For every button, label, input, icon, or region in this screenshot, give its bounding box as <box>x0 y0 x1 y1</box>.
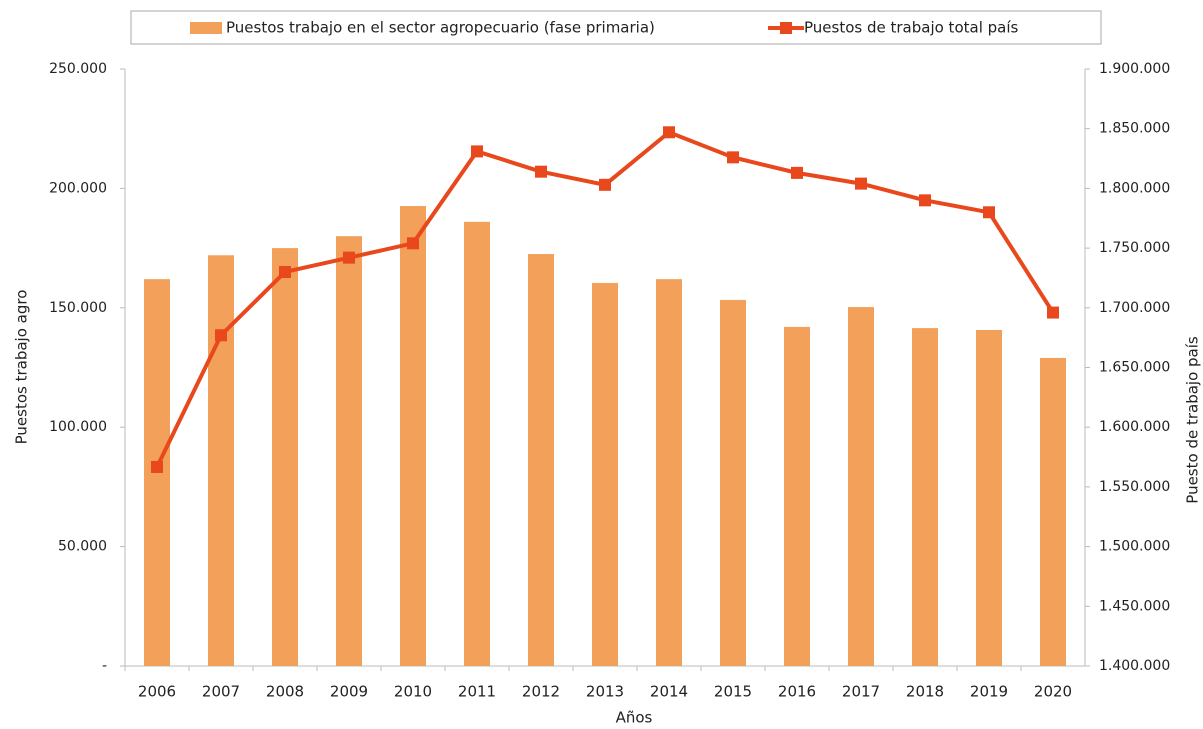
marker <box>1047 306 1059 319</box>
bar <box>464 221 490 666</box>
bar <box>592 282 618 666</box>
legend-swatch <box>190 22 222 34</box>
y2-tick-label: 1.800.000 <box>1099 180 1170 196</box>
bar <box>976 330 1002 666</box>
x-tick-label: 2007 <box>202 683 240 701</box>
legend-label: Puestos trabajo en el sector agropecuari… <box>226 19 655 37</box>
x-tick-label: 2017 <box>842 683 880 701</box>
marker <box>279 265 291 278</box>
bar <box>1040 357 1066 666</box>
marker <box>599 178 611 191</box>
x-tick-label: 2015 <box>714 683 752 701</box>
x-tick-label: 2012 <box>522 683 560 701</box>
y2-tick-label: 1.700.000 <box>1099 300 1170 316</box>
x-tick-label: 2011 <box>458 683 496 701</box>
y-tick-label: 200.000 <box>49 180 107 196</box>
marker <box>855 177 867 190</box>
y2-tick-label: 1.750.000 <box>1099 240 1170 256</box>
legend-label: Puestos de trabajo total país <box>804 19 1019 37</box>
marker <box>151 460 163 473</box>
y2-tick-label: 1.600.000 <box>1099 419 1170 435</box>
marker <box>343 251 355 264</box>
y-tick-label: 50.000 <box>58 539 107 555</box>
x-tick-label: 2018 <box>906 683 944 701</box>
y-tick-label: 150.000 <box>49 300 107 316</box>
marker <box>407 237 419 250</box>
x-tick-label: 2009 <box>330 683 368 701</box>
x-tick-label: 2006 <box>138 683 176 701</box>
x-tick-label: 2013 <box>586 683 624 701</box>
y-axis-title: Puestos trabajo agro <box>13 290 31 445</box>
marker <box>663 126 675 139</box>
x-tick-label: 2008 <box>266 683 304 701</box>
y2-axis-title: Puesto de trabajo país <box>1184 336 1202 504</box>
legend-box <box>130 10 1102 45</box>
x-tick-label: 2014 <box>650 683 688 701</box>
y2-tick-label: 1.500.000 <box>1099 539 1170 555</box>
marker <box>919 194 931 207</box>
bar <box>208 255 234 666</box>
bar <box>528 254 554 666</box>
marker <box>727 151 739 164</box>
x-axis-title: Años <box>616 709 653 727</box>
bar <box>400 206 426 666</box>
x-tick-label: 2010 <box>394 683 432 701</box>
y2-tick-label: 1.850.000 <box>1099 121 1170 137</box>
bar <box>272 248 298 666</box>
bar <box>336 236 362 666</box>
y2-tick-label: 1.400.000 <box>1099 658 1170 674</box>
marker <box>983 206 995 219</box>
bar <box>912 328 938 666</box>
y-tick-label: 250.000 <box>49 61 107 77</box>
y-tick-label: - <box>102 658 107 674</box>
marker <box>535 165 547 178</box>
marker <box>791 166 803 179</box>
bar <box>848 307 874 666</box>
y2-tick-label: 1.550.000 <box>1099 479 1170 495</box>
marker <box>471 145 483 158</box>
bar <box>784 326 810 666</box>
x-tick-label: 2020 <box>1034 683 1072 701</box>
x-tick-label: 2016 <box>778 683 816 701</box>
bar <box>656 279 682 666</box>
y2-tick-label: 1.650.000 <box>1099 360 1170 376</box>
y2-tick-label: 1.450.000 <box>1099 598 1170 614</box>
marker <box>215 329 227 342</box>
y-tick-label: 100.000 <box>49 419 107 435</box>
x-tick-label: 2019 <box>970 683 1008 701</box>
y2-tick-label: 1.900.000 <box>1099 61 1170 77</box>
legend-marker <box>780 22 792 34</box>
bar <box>720 299 746 666</box>
